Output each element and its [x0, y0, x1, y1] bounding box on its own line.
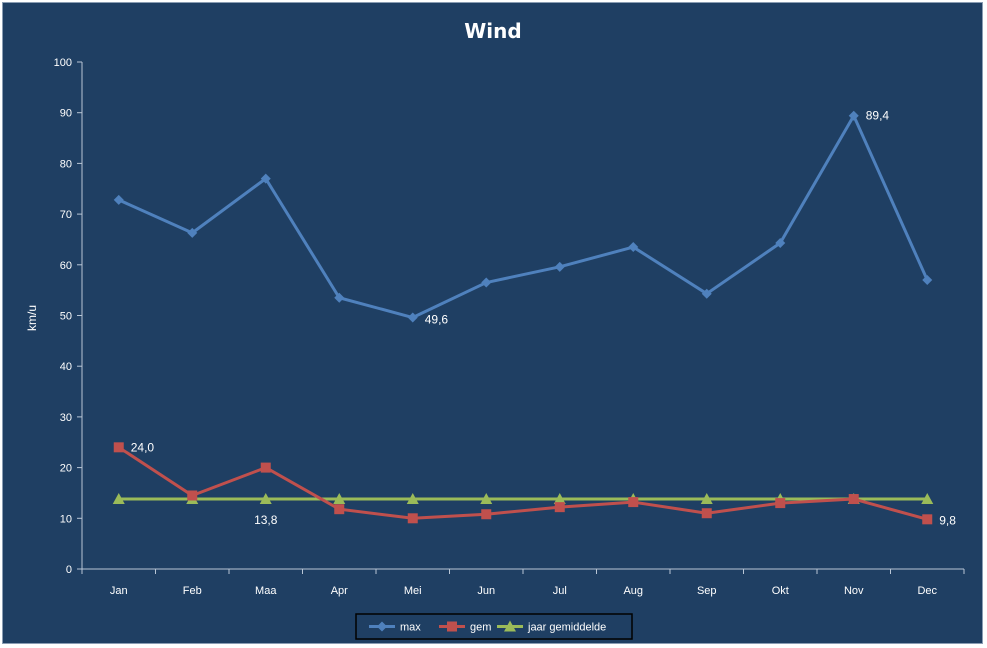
data-point [554, 502, 565, 513]
data-point [407, 513, 418, 524]
series-line [118, 114, 929, 320]
legend-item: gem [439, 621, 491, 634]
data-point [259, 493, 272, 505]
data-point [406, 493, 419, 505]
data-point [701, 508, 712, 519]
x-tick-label: Nov [844, 585, 864, 597]
data-point [481, 509, 492, 520]
data-point [921, 493, 934, 505]
series-gem [113, 442, 933, 525]
legend-item: max [369, 621, 421, 634]
y-tick-label: 40 [60, 361, 72, 373]
data-point [701, 288, 712, 299]
data-labels: 49,6 89,4 24,0 9,8 13,8 [131, 109, 957, 528]
axes: 0 10 20 30 40 50 60 70 80 90 100 Jan Feb Maa Apr Mei Jun… [54, 57, 965, 597]
legend-label: gem [470, 622, 491, 634]
y-tick-label: 30 [60, 412, 72, 424]
chart-title: Wind [464, 19, 521, 43]
data-point [407, 312, 418, 323]
data-point [922, 275, 933, 286]
data-label: 24,0 [131, 440, 155, 454]
data-point [260, 173, 271, 184]
x-tick-label: Apr [331, 585, 348, 597]
data-label: 9,8 [939, 513, 956, 527]
x-tick-label: Jul [553, 585, 567, 597]
x-tick-label: Jun [477, 585, 495, 597]
x-tick-label: Feb [183, 585, 202, 597]
data-point [922, 514, 933, 525]
series-layer [112, 110, 934, 525]
data-point [334, 504, 345, 515]
legend-swatch-marker [504, 620, 516, 632]
y-tick-label: 60 [60, 260, 72, 272]
data-point [553, 493, 566, 505]
data-point [113, 194, 124, 205]
y-axis-label: km/u [25, 305, 39, 331]
y-tick-label: 100 [54, 57, 72, 69]
y-tick-label: 10 [60, 513, 72, 525]
data-point [700, 493, 713, 505]
legend-label: jaar gemiddelde [527, 622, 606, 634]
legend-label: max [400, 622, 421, 634]
y-tick-label: 50 [60, 311, 72, 323]
y-tick-label: 20 [60, 463, 72, 475]
legend-swatch-marker [447, 621, 457, 632]
y-tick-label: 0 [66, 564, 72, 576]
data-point [628, 497, 639, 508]
series-line [117, 446, 928, 521]
data-point [333, 493, 346, 505]
x-tick-label: Aug [623, 585, 643, 597]
data-point [112, 493, 125, 505]
data-point [187, 227, 198, 238]
x-tick-label: Dec [917, 585, 937, 597]
x-tick-label: Mei [404, 585, 422, 597]
x-tick-label: Sep [697, 585, 717, 597]
legend-item: jaar gemiddelde [497, 620, 606, 634]
data-point [113, 442, 124, 453]
y-tick-label: 80 [60, 158, 72, 170]
y-tick-label: 70 [60, 209, 72, 221]
data-point [260, 462, 271, 473]
data-label: 89,4 [866, 109, 890, 123]
legend: max gem jaar gemiddelde [355, 613, 633, 640]
data-point [554, 261, 565, 272]
data-point [480, 493, 493, 505]
x-tick-label: Maa [255, 585, 277, 597]
data-point [848, 494, 859, 505]
data-point [848, 110, 859, 121]
data-point [481, 277, 492, 288]
data-label: 13,8 [254, 513, 278, 527]
series-max [113, 110, 933, 323]
x-tick-label: Jan [110, 585, 128, 597]
data-point [334, 292, 345, 303]
data-label: 49,6 [425, 313, 449, 327]
legend-box [355, 613, 633, 640]
data-point [775, 237, 786, 248]
data-point [628, 242, 639, 253]
wind-line-chart: Wind km/u 0 10 20 30 40 50 60 70 80 90 100 Jan Feb Ma… [25, 19, 965, 640]
legend-swatch-marker [377, 621, 387, 632]
data-point [187, 490, 198, 501]
data-point [775, 498, 786, 509]
x-tick-label: Okt [772, 585, 789, 597]
y-tick-label: 90 [60, 108, 72, 120]
